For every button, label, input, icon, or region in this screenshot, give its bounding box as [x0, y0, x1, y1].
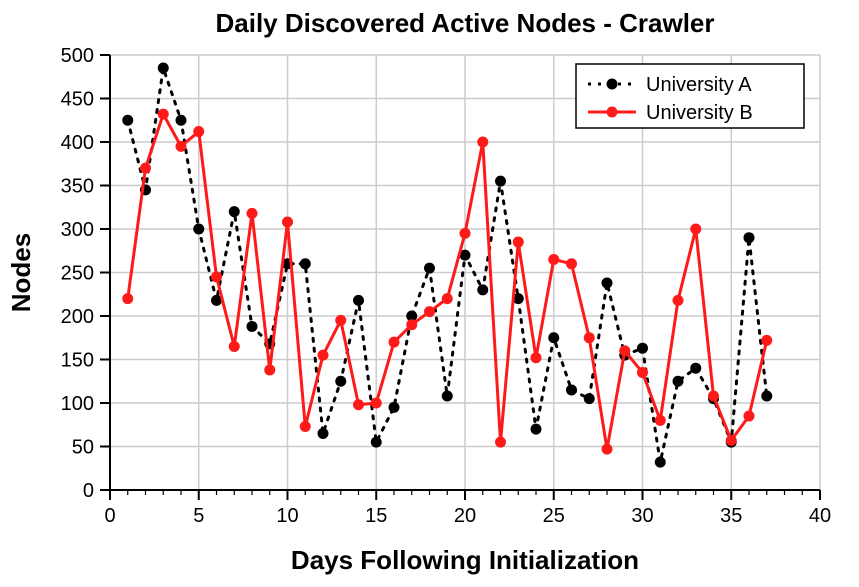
series-marker-uni_a [566, 384, 577, 395]
series-marker-uni_b [548, 254, 559, 265]
series-marker-uni_a [548, 332, 559, 343]
series-marker-uni_b [690, 224, 701, 235]
series-marker-uni_a [335, 376, 346, 387]
series-marker-uni_b [371, 398, 382, 409]
x-tick-label: 5 [193, 505, 204, 527]
legend-label-uni_a: University A [646, 74, 752, 96]
x-tick-label: 25 [543, 505, 565, 527]
series-marker-uni_a [584, 393, 595, 404]
series-marker-uni_b [584, 332, 595, 343]
x-tick-label: 15 [365, 505, 387, 527]
x-tick-label: 40 [809, 505, 831, 527]
series-marker-uni_a [477, 284, 488, 295]
series-marker-uni_a [389, 402, 400, 413]
series-marker-uni_b [318, 350, 329, 361]
series-marker-uni_b [158, 109, 169, 120]
series-marker-uni_a [300, 258, 311, 269]
series-marker-uni_b [353, 399, 364, 410]
series-marker-uni_b [673, 295, 684, 306]
series-marker-uni_b [140, 163, 151, 174]
y-tick-label: 450 [61, 89, 94, 111]
series-marker-uni_b [655, 415, 666, 426]
series-marker-uni_b [282, 217, 293, 228]
chart-container: 0510152025303540050100150200250300350400… [0, 0, 859, 587]
series-marker-uni_b [264, 364, 275, 375]
series-marker-uni_a [602, 277, 613, 288]
series-marker-uni_a [424, 263, 435, 274]
series-marker-uni_a [158, 63, 169, 74]
series-marker-uni_b [495, 437, 506, 448]
series-marker-uni_a [353, 295, 364, 306]
series-marker-uni_b [406, 319, 417, 330]
series-marker-uni_b [424, 306, 435, 317]
series-marker-uni_b [477, 137, 488, 148]
series-marker-uni_b [761, 335, 772, 346]
series-marker-uni_b [229, 341, 240, 352]
series-marker-uni_b [442, 293, 453, 304]
series-marker-uni_a [655, 457, 666, 468]
series-marker-uni_b [637, 367, 648, 378]
series-marker-uni_a [495, 176, 506, 187]
series-marker-uni_a [318, 428, 329, 439]
y-tick-label: 200 [61, 306, 94, 328]
series-marker-uni_b [602, 444, 613, 455]
x-tick-label: 20 [454, 505, 476, 527]
series-marker-uni_a [371, 437, 382, 448]
x-tick-label: 10 [276, 505, 298, 527]
series-marker-uni_b [726, 435, 737, 446]
series-marker-uni_b [211, 271, 222, 282]
series-marker-uni_b [193, 126, 204, 137]
y-tick-label: 250 [61, 263, 94, 285]
series-marker-uni_a [247, 321, 258, 332]
legend-marker-uni_b [607, 107, 618, 118]
series-marker-uni_b [531, 352, 542, 363]
series-marker-uni_b [300, 421, 311, 432]
series-marker-uni_b [744, 411, 755, 422]
y-tick-label: 350 [61, 176, 94, 198]
series-marker-uni_b [513, 237, 524, 248]
series-marker-uni_a [442, 391, 453, 402]
series-marker-uni_a [761, 391, 772, 402]
series-marker-uni_a [690, 363, 701, 374]
series-marker-uni_a [744, 232, 755, 243]
y-tick-label: 100 [61, 393, 94, 415]
x-tick-label: 0 [104, 505, 115, 527]
series-marker-uni_a [229, 206, 240, 217]
series-marker-uni_b [335, 315, 346, 326]
y-tick-label: 400 [61, 132, 94, 154]
series-marker-uni_a [176, 115, 187, 126]
y-tick-label: 300 [61, 219, 94, 241]
series-marker-uni_a [637, 343, 648, 354]
y-tick-label: 0 [83, 480, 94, 502]
series-marker-uni_b [708, 391, 719, 402]
y-tick-label: 500 [61, 45, 94, 67]
y-tick-label: 50 [72, 437, 94, 459]
y-axis-label: Nodes [6, 233, 36, 312]
x-tick-label: 35 [720, 505, 742, 527]
series-marker-uni_b [566, 258, 577, 269]
series-marker-uni_a [122, 115, 133, 126]
series-marker-uni_b [176, 141, 187, 152]
series-marker-uni_a [673, 376, 684, 387]
series-marker-uni_b [460, 228, 471, 239]
series-marker-uni_a [531, 424, 542, 435]
x-tick-label: 30 [631, 505, 653, 527]
y-tick-label: 150 [61, 350, 94, 372]
x-axis-label: Days Following Initialization [291, 545, 639, 575]
series-marker-uni_b [389, 337, 400, 348]
legend-marker-uni_a [607, 79, 618, 90]
line-chart: 0510152025303540050100150200250300350400… [0, 0, 859, 587]
legend-label-uni_b: University B [646, 102, 753, 124]
chart-title: Daily Discovered Active Nodes - Crawler [215, 8, 714, 38]
series-marker-uni_b [247, 208, 258, 219]
series-marker-uni_a [193, 224, 204, 235]
series-marker-uni_b [619, 345, 630, 356]
series-marker-uni_b [122, 293, 133, 304]
